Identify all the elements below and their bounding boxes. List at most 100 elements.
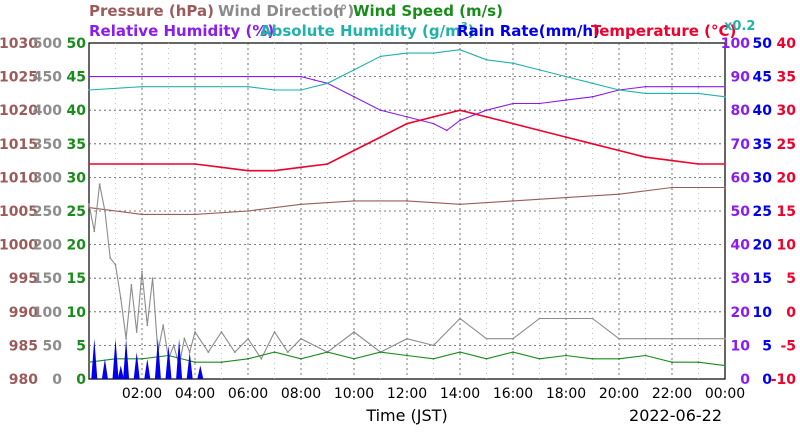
data-point-temp [141, 163, 143, 165]
data-point-ah [141, 85, 143, 88]
data-point-rh [141, 75, 143, 78]
data-point-pressure [247, 210, 249, 212]
data-point-temp [406, 122, 408, 125]
y-tick-label-pressure: 1010 [0, 170, 38, 186]
data-point-temp [485, 116, 488, 118]
data-point-temp [300, 166, 302, 169]
legend-wind-direction: Wind Direction [218, 2, 344, 20]
data-point-wind-dir [247, 337, 249, 340]
data-point-wind-dir [618, 337, 620, 340]
data-point-ah [485, 58, 488, 61]
data-point-ah [432, 52, 435, 54]
y-tick-label-wind-speed: 30 [67, 170, 87, 186]
y-tick-label-wind-dir: 0 [52, 372, 62, 388]
data-point-rh [512, 102, 514, 105]
y-tick-label-humidity: 90 [731, 70, 751, 86]
y-tick-label-rain: 30 [753, 170, 773, 186]
data-point-temp [565, 136, 567, 139]
data-point-temp [459, 109, 461, 112]
y-tick-label-humidity: 60 [731, 170, 751, 186]
data-point-temp [538, 129, 541, 132]
data-point-wind-speed [220, 361, 223, 364]
data-point-wind-speed [697, 361, 700, 364]
data-point-ah [644, 92, 647, 95]
series-layer [88, 48, 726, 379]
rain-mark [165, 345, 172, 379]
data-point-temp [88, 163, 90, 165]
data-point-wind-dir [565, 317, 567, 320]
data-point-rh [194, 75, 196, 78]
x-tick-label: 06:00 [228, 386, 268, 402]
y-tick-label-pressure: 980 [9, 372, 38, 388]
y-tick-label-rain: 15 [753, 271, 772, 287]
y-tick-label-wind-speed: 50 [67, 36, 87, 52]
data-point-wind-speed [194, 361, 196, 364]
y-tick-label-wind-speed: 40 [67, 103, 87, 119]
data-point-ah [194, 85, 196, 88]
data-point-ah [300, 89, 302, 91]
data-point-rh [724, 85, 726, 88]
x-tick-label: 00:00 [705, 386, 745, 402]
legend-relative-humidity: Relative Humidity (%) [89, 22, 274, 40]
data-point-rh [459, 119, 461, 122]
y-tick-label-humidity: 0 [740, 372, 750, 388]
y-tick-label-temp: -10 [771, 372, 797, 388]
data-point-wind-dir [207, 351, 210, 353]
data-point-wind-dir [286, 351, 289, 353]
data-point-wind-dir [104, 210, 106, 212]
y-tick-label-rain: 50 [753, 36, 773, 52]
rain-mark [123, 338, 130, 379]
y-tick-label-wind-speed: 0 [76, 372, 86, 388]
y-tick-label-temp: 30 [777, 103, 797, 119]
y-tick-label-pressure: 1015 [0, 137, 38, 153]
data-point-wind-dir [406, 337, 408, 340]
data-point-wind-dir [724, 337, 726, 340]
data-point-rh [273, 75, 276, 78]
data-point-wind-dir [151, 277, 154, 280]
y-tick-label-wind-dir: 500 [33, 36, 62, 52]
grid [89, 43, 725, 379]
rain-mark [176, 338, 183, 379]
data-point-temp [644, 156, 647, 159]
y-tick-label-humidity: 10 [731, 338, 751, 354]
rain-mark [91, 338, 98, 379]
data-point-rh [538, 102, 541, 105]
y-tick-label-pressure: 1000 [0, 238, 38, 254]
y-tick-label-wind-speed: 15 [67, 271, 86, 287]
data-point-wind-dir [130, 284, 133, 286]
data-point-ah [326, 82, 329, 85]
data-point-ah [379, 55, 382, 58]
data-point-temp [247, 169, 249, 172]
data-point-ah [459, 48, 461, 51]
data-point-ah [88, 89, 90, 91]
data-point-rh [353, 95, 355, 98]
rain-mark [154, 338, 161, 379]
legend-pressure: Pressure (hPa) [89, 2, 214, 20]
data-point-wind-dir [697, 337, 700, 340]
y-tick-label-temp: 10 [777, 238, 797, 254]
data-point-wind-speed [485, 357, 488, 360]
data-point-wind-dir [119, 297, 122, 300]
data-point-wind-dir [485, 337, 488, 340]
rain-mark [133, 352, 140, 379]
data-point-ah [538, 69, 541, 71]
y-tick-label-temp: 20 [777, 170, 797, 186]
data-point-ah [724, 95, 726, 98]
legend-rain-scale: x0.2 [724, 19, 755, 34]
y-tick-label-pressure: 1030 [0, 36, 38, 52]
legend: Pressure (hPa) Wind Direction (°) Wind S… [89, 2, 755, 40]
data-point-temp [379, 136, 382, 139]
data-point-ah [565, 75, 567, 78]
data-point-wind-dir [162, 324, 165, 327]
data-point-ah [591, 82, 594, 85]
data-point-wind-dir [260, 357, 263, 360]
y-tick-label-wind-dir: 350 [33, 137, 62, 153]
x-tick-label: 12:00 [387, 386, 427, 402]
data-point-wind-dir [194, 331, 196, 333]
data-point-wind-speed [512, 351, 514, 353]
data-point-wind-dir [220, 331, 223, 333]
data-point-rh [88, 75, 90, 78]
data-point-wind-speed [353, 357, 355, 360]
data-point-ah [273, 89, 276, 91]
